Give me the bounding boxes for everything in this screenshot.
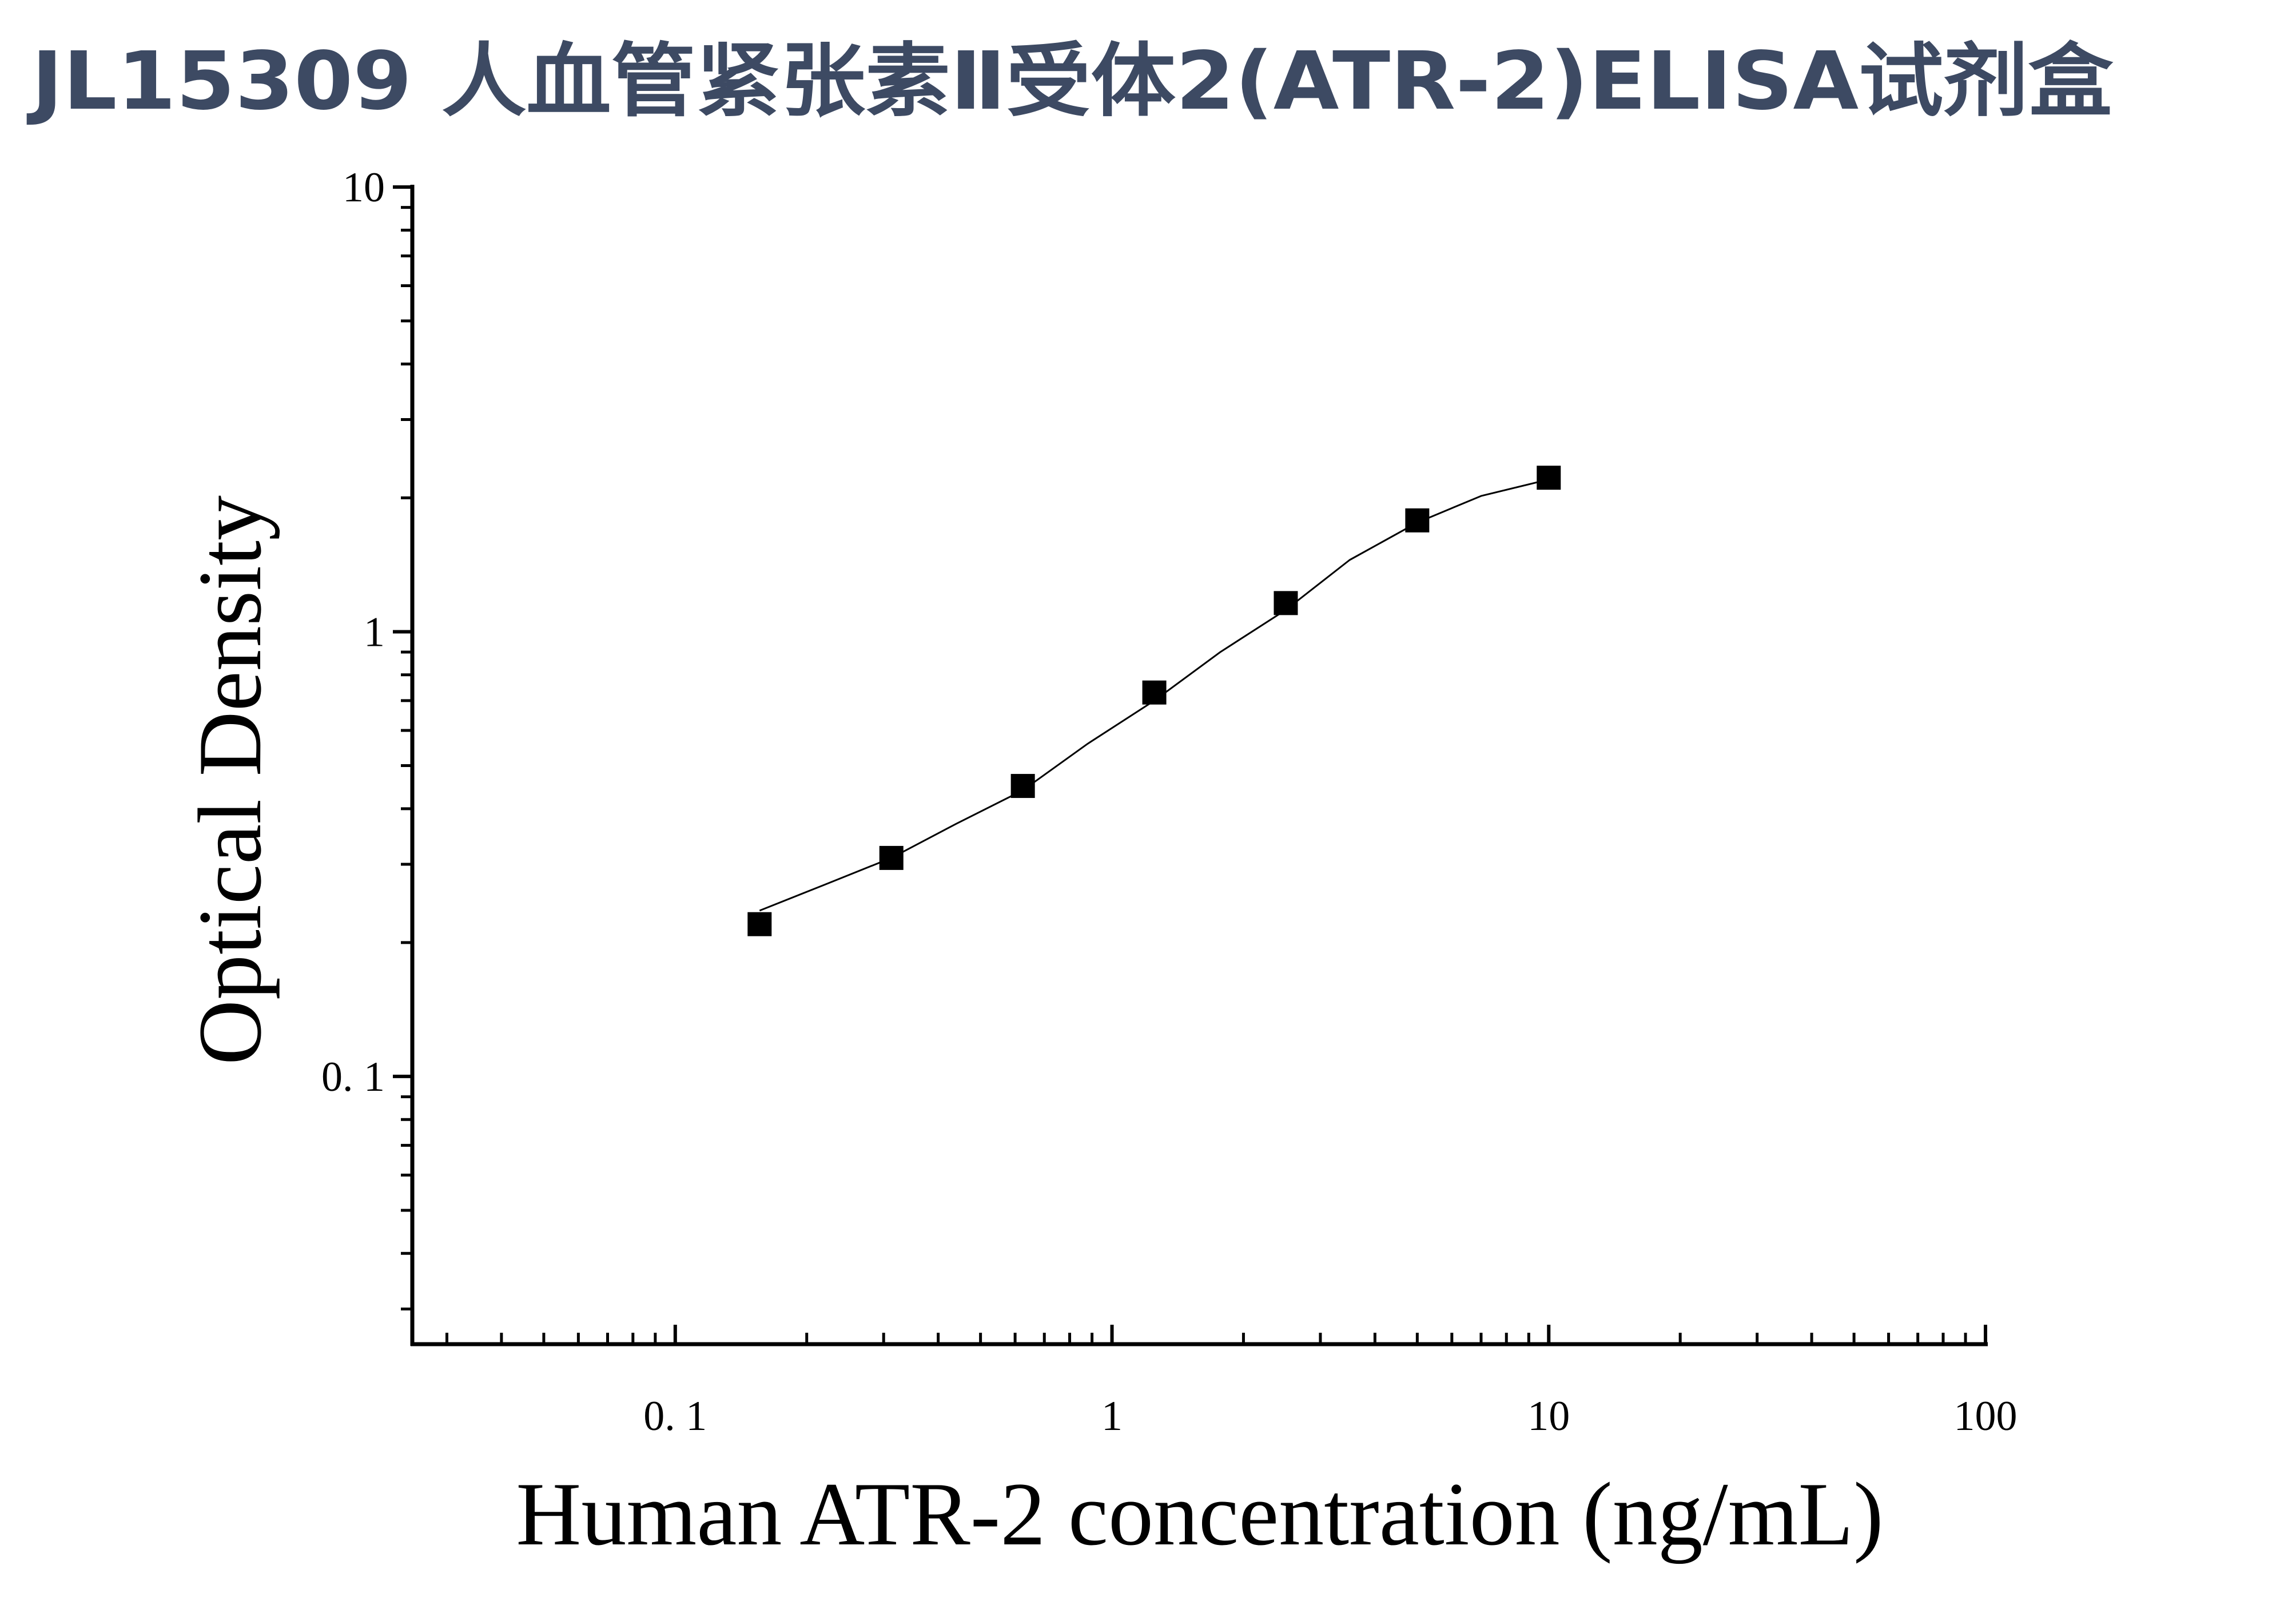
data-point (1142, 680, 1167, 705)
data-point (1274, 591, 1298, 615)
data-point (1010, 774, 1035, 798)
y-tick-label: 10 (343, 164, 385, 211)
y-tick-label: 1 (364, 609, 385, 655)
x-tick-label: 1 (1101, 1393, 1123, 1440)
y-tick-label: 0. 1 (321, 1054, 385, 1101)
data-point (1537, 466, 1561, 490)
data-point (879, 845, 904, 870)
data-point (747, 912, 772, 936)
x-tick-label: 100 (1954, 1393, 2018, 1440)
x-tick-label: 10 (1527, 1393, 1570, 1440)
x-tick-label: 0. 1 (643, 1393, 707, 1440)
y-axis-label: Optical Density (180, 495, 280, 1065)
data-point (1405, 508, 1430, 533)
chart-title: JL15309 人血管紧张素Ⅱ受体2(ATR-2)ELISA试剂盒 (27, 35, 2114, 128)
x-axis-label: Human ATR-2 concentration (ng/mL) (516, 1464, 1883, 1564)
